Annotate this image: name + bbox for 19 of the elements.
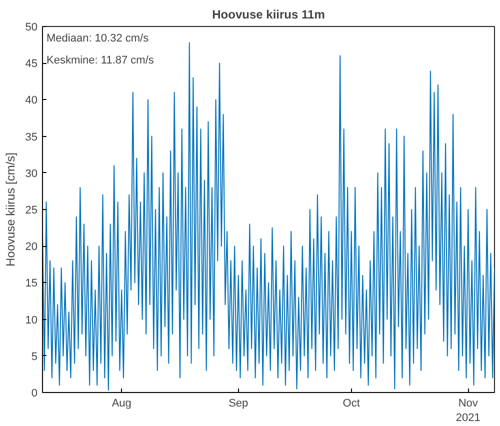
x-tick-label: Oct: [342, 398, 360, 410]
y-tick-label: 50: [25, 22, 38, 34]
y-tick-label: 35: [25, 131, 38, 144]
y-tick-label: 20: [25, 241, 38, 254]
x-tick-label: Nov 2021: [456, 398, 480, 424]
x-tick-label: Sep: [228, 398, 248, 410]
y-tick-label: 25: [25, 204, 38, 216]
chart-title: Hoovuse kiirus 11m: [212, 8, 325, 22]
y-tick-label: 5: [31, 350, 38, 363]
annotation: Keskmine: 11.87 cm/s: [46, 54, 154, 66]
annotation: Mediaan: 10.32 cm/s: [46, 32, 150, 44]
y-tick-label: 30: [25, 168, 38, 180]
y-axis-title: Hoovuse kiirus [cm/s]: [3, 152, 18, 267]
y-tick-label: 40: [25, 94, 38, 107]
y-tick-label: 45: [25, 58, 38, 70]
y-tick-label: 10: [25, 314, 38, 326]
y-tick-label: 15: [25, 278, 38, 290]
x-tick-label: Aug: [112, 398, 132, 410]
y-tick-label: 0: [31, 388, 38, 400]
